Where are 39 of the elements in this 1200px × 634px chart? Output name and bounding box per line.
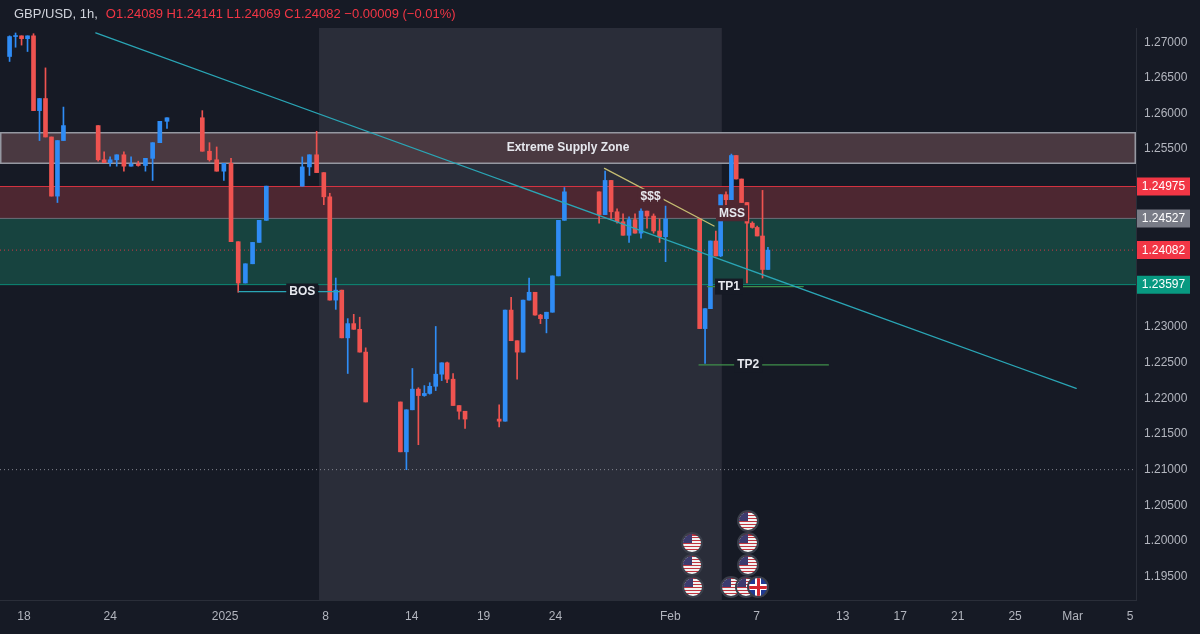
ref-line-label: 1.24527 [1141,211,1186,226]
x-tick-label: 14 [405,608,419,623]
x-tick-label: 19 [476,608,491,623]
ref-line-label: 1.23597 [1141,277,1186,292]
y-tick-label: 1.23000 [1144,319,1188,334]
y-tick-label: 1.26500 [1144,70,1188,85]
x-tick-label: 24 [548,608,563,623]
annotation: MSS [718,205,745,220]
annotation: BOS [289,283,316,298]
y-tick-label: 1.22000 [1144,390,1188,405]
y-tick-label: 1.22500 [1144,355,1188,370]
y-tick-label: 1.21000 [1144,461,1188,476]
x-tick-label: 8 [322,608,330,623]
x-tick-label: 18 [17,608,31,623]
y-tick-label: 1.25500 [1144,141,1188,156]
x-tick-label: 17 [893,608,908,623]
chart-title: GBP/USD, 1h, [14,5,98,21]
band-label: Extreme Supply Zone [506,140,630,155]
y-tick-label: 1.26000 [1144,105,1188,120]
x-tick-label: 13 [836,608,850,623]
x-tick-label: Mar [1062,608,1083,623]
x-tick-label: 5 [1126,608,1134,623]
ref-line-label: 1.24082 [1141,242,1186,257]
chart-subtitle: O1.24089 H1.24141 L1.24069 C1.24082 −0.00009 (−0.01%) [105,5,456,21]
y-tick-label: 1.21500 [1144,426,1188,441]
x-tick-label: 24 [103,608,118,623]
y-tick-label: 1.20500 [1144,497,1188,512]
annotation: TP1 [718,278,741,293]
annotation: $$$ [640,189,661,204]
ref-line-label: 1.24975 [1141,179,1186,194]
x-tick-label: 2025 [211,608,239,623]
x-tick-label: 25 [1008,608,1023,623]
y-tick-label: 1.19500 [1144,568,1188,583]
x-tick-label: 21 [950,608,965,623]
annotation: TP2 [737,357,760,372]
x-tick-label: 7 [753,608,761,623]
y-tick-label: 1.27000 [1144,34,1188,49]
x-tick-label: Feb [660,608,682,623]
y-tick-label: 1.20000 [1144,533,1188,548]
